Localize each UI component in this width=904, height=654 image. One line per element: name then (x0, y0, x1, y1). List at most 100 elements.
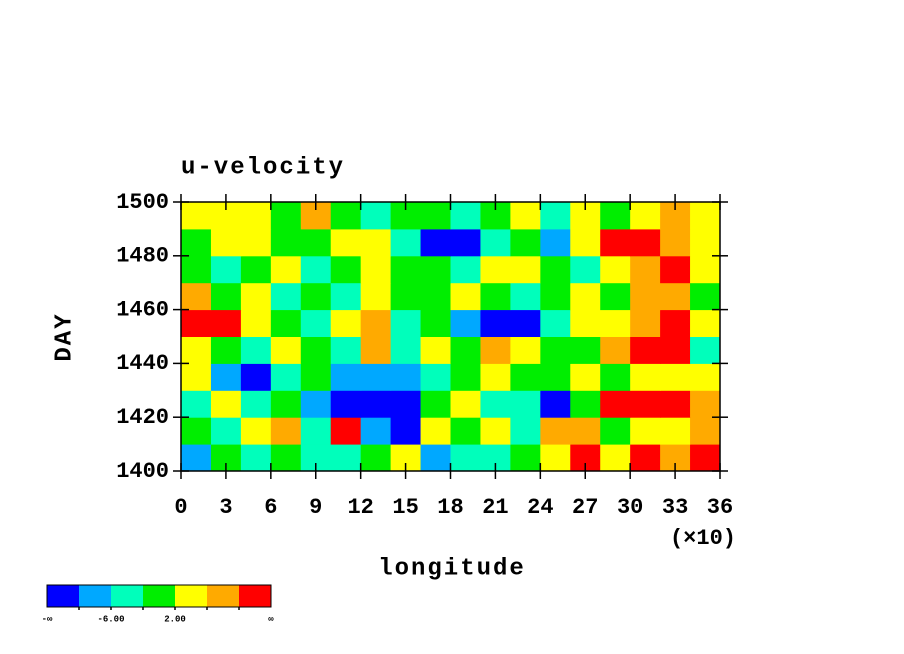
heat-cell (330, 417, 362, 445)
heat-cell (510, 363, 541, 391)
x-tick-label: 9 (309, 495, 322, 520)
heat-cell (360, 417, 392, 445)
heat-cell (240, 390, 272, 418)
heat-cell (630, 255, 661, 284)
heat-cell (181, 309, 212, 337)
heat-cell (690, 336, 721, 364)
heat-cell (600, 282, 631, 311)
heat-cell (181, 444, 212, 472)
heat-cell (600, 363, 631, 391)
heat-cell (270, 390, 302, 418)
heat-cell (300, 390, 332, 418)
heat-cell (600, 444, 631, 472)
heat-cell (420, 336, 451, 364)
heat-cell (480, 336, 511, 364)
heat-cell (600, 390, 631, 418)
heat-cell (570, 417, 601, 445)
heat-cell (660, 390, 691, 418)
heat-cell (181, 228, 212, 257)
y-tick-label: 1420 (116, 405, 169, 430)
colorbar-label: -6.00 (97, 614, 124, 624)
heat-cell (240, 309, 272, 337)
heat-cell (660, 363, 691, 391)
heat-cell (270, 282, 302, 311)
heat-cell (390, 417, 422, 445)
heat-cell (480, 255, 511, 284)
heat-cell (690, 255, 721, 284)
y-tick-label: 1400 (116, 459, 169, 484)
heat-cell (450, 444, 481, 472)
heat-cell (420, 255, 451, 284)
heat-cell (690, 417, 721, 445)
heat-cell (360, 444, 392, 472)
heat-cell (240, 336, 272, 364)
heat-cell (480, 228, 511, 257)
heat-cell (510, 444, 541, 472)
heat-cell (600, 255, 631, 284)
heat-cell (330, 444, 362, 472)
heat-cell (540, 228, 571, 257)
heat-cell (630, 309, 661, 337)
heat-cell (300, 228, 332, 257)
heat-cell (660, 417, 691, 445)
heat-cell (570, 363, 601, 391)
heat-cell (390, 228, 422, 257)
heat-cell (300, 417, 332, 445)
heat-cell (630, 282, 661, 311)
heat-cell (540, 309, 571, 337)
heat-cell (540, 390, 571, 418)
heat-cell (270, 363, 302, 391)
heat-cell (570, 228, 601, 257)
heat-cell (330, 282, 362, 311)
heat-cell (330, 228, 362, 257)
y-tick-label: 1500 (116, 190, 169, 215)
heat-cell (300, 363, 332, 391)
heat-cell (390, 336, 422, 364)
heat-cell (181, 417, 212, 445)
colorbar-label: 2.00 (164, 614, 186, 624)
heat-cell (360, 255, 392, 284)
heat-cell (540, 255, 571, 284)
heat-cell (450, 255, 481, 284)
heat-cell (570, 309, 601, 337)
heat-cell (600, 202, 631, 230)
colorbar-swatch (111, 585, 144, 607)
heat-cell (690, 282, 721, 311)
heat-cell (270, 336, 302, 364)
colorbar-swatch (143, 585, 176, 607)
heat-cell (360, 228, 392, 257)
heat-cell (540, 282, 571, 311)
heat-cell (630, 363, 661, 391)
heat-cell (570, 255, 601, 284)
heat-cell (690, 390, 721, 418)
heat-cell (240, 282, 272, 311)
heat-cell (570, 336, 601, 364)
heat-cell (240, 255, 272, 284)
heat-cell (420, 282, 451, 311)
heat-cell (480, 390, 511, 418)
colorbar-label: -∞ (42, 614, 53, 624)
heat-cell (630, 228, 661, 257)
heat-cell (510, 336, 541, 364)
heat-cell (630, 390, 661, 418)
heat-cell (510, 309, 541, 337)
heat-cell (181, 336, 212, 364)
heat-cell (420, 309, 451, 337)
x-axis-label: longitude (378, 555, 526, 582)
x-tick-label: 6 (264, 495, 277, 520)
heat-cell (630, 202, 661, 230)
heat-cell (660, 336, 691, 364)
heat-cell (360, 336, 392, 364)
heat-cell (210, 255, 242, 284)
heat-cell (510, 390, 541, 418)
x-tick-label: 15 (392, 495, 418, 520)
heat-cell (330, 202, 362, 230)
heat-cell (330, 363, 362, 391)
heat-cell (660, 309, 691, 337)
heat-cell (450, 363, 481, 391)
y-axis-label: DAY (51, 312, 78, 361)
colorbar-swatch (239, 585, 272, 607)
heat-cell (270, 417, 302, 445)
x-tick-label: 3 (219, 495, 232, 520)
heat-cell (600, 228, 631, 257)
